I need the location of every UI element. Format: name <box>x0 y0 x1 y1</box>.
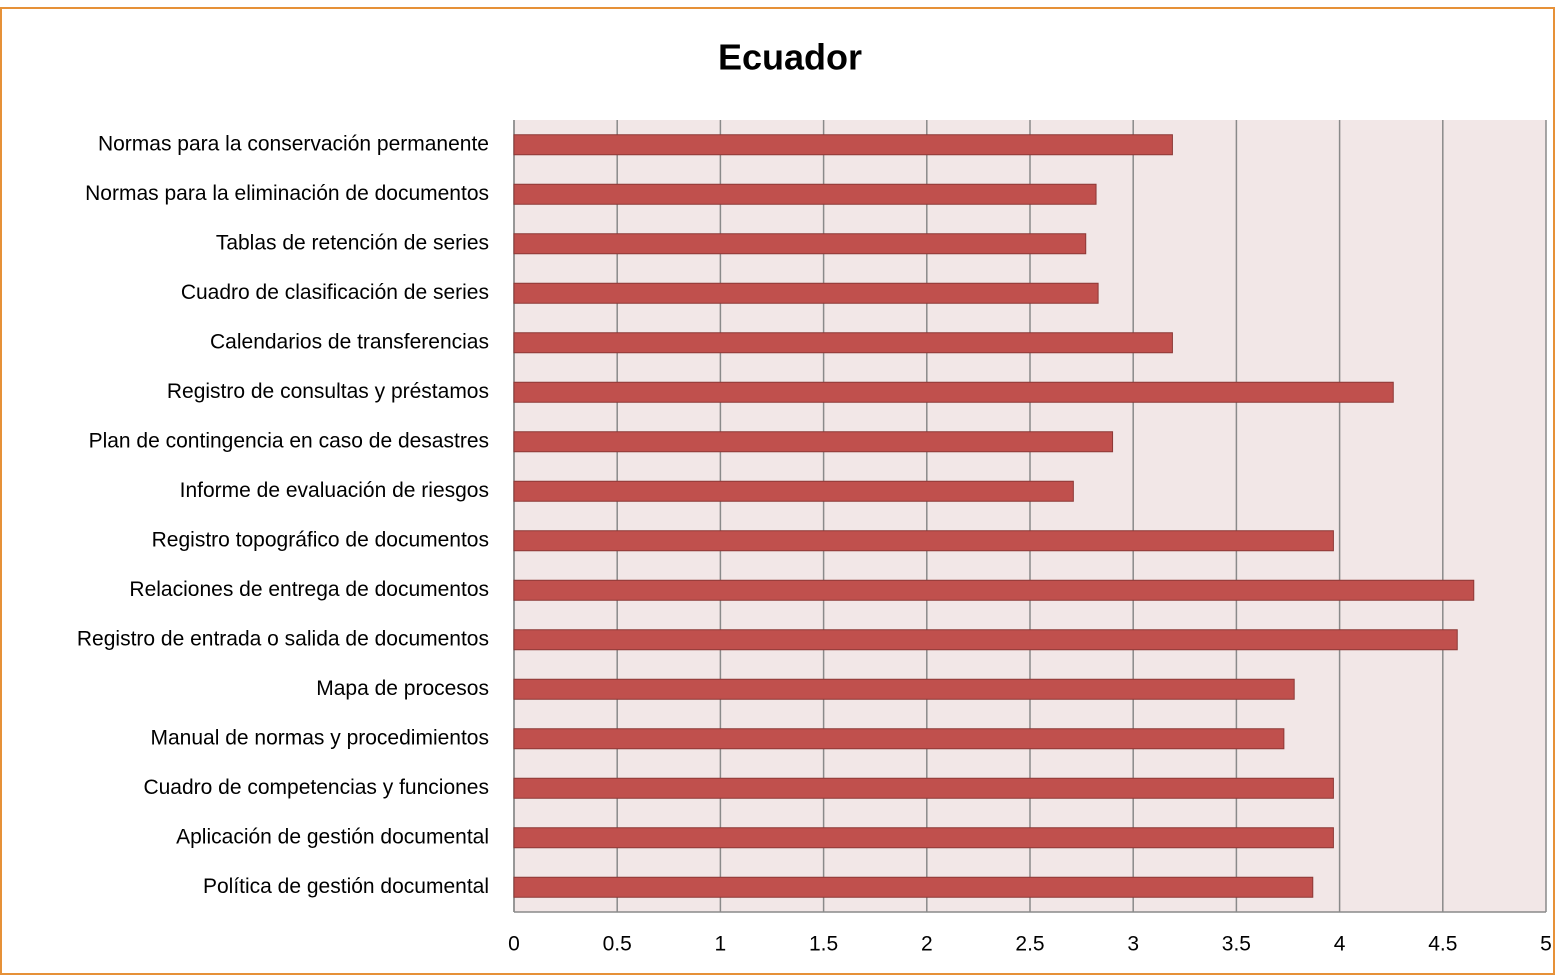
x-tick-label: 2.5 <box>1015 933 1044 956</box>
y-tick-label: Plan de contingencia en caso de desastre… <box>89 429 489 452</box>
bar <box>513 678 1295 700</box>
bar <box>513 183 1097 205</box>
y-tick-label: Cuadro de competencias y funciones <box>143 776 489 799</box>
x-tick-label: 3.5 <box>1222 933 1251 956</box>
y-tick-label: Registro de entrada o salida de document… <box>77 627 489 650</box>
bar <box>513 332 1173 354</box>
x-tick-label: 5 <box>1540 933 1552 956</box>
y-tick-label: Calendarios de transferencias <box>210 330 489 353</box>
bar <box>513 876 1314 898</box>
bar <box>513 579 1475 601</box>
bar <box>513 381 1394 403</box>
bar <box>513 282 1099 304</box>
y-tick-label: Normas para la eliminación de documentos <box>85 182 489 205</box>
y-tick-label: Cuadro de clasificación de series <box>181 281 489 304</box>
bar <box>513 134 1173 156</box>
y-tick-label: Registro de consultas y préstamos <box>167 380 489 403</box>
bar <box>513 629 1458 651</box>
x-tick-label: 0 <box>508 933 520 956</box>
bar <box>513 431 1114 453</box>
y-tick-label: Aplicación de gestión documental <box>176 825 489 848</box>
x-tick-label: 1 <box>715 933 727 956</box>
bar <box>513 777 1334 799</box>
bar <box>513 480 1074 502</box>
y-tick-label: Política de gestión documental <box>203 875 489 898</box>
x-tick-label: 2 <box>921 933 933 956</box>
y-tick-label: Informe de evaluación de riesgos <box>180 479 489 502</box>
x-tick-label: 3 <box>1127 933 1139 956</box>
y-tick-label: Registro topográfico de documentos <box>152 528 489 551</box>
x-tick-label: 1.5 <box>809 933 838 956</box>
chart-title: Ecuador <box>718 37 862 78</box>
bar <box>513 728 1285 750</box>
x-tick-label: 0.5 <box>603 933 632 956</box>
x-tick-label: 4.5 <box>1428 933 1457 956</box>
bar <box>513 530 1334 552</box>
bar <box>513 827 1334 849</box>
x-tick-label: 4 <box>1334 933 1346 956</box>
y-tick-label: Mapa de procesos <box>316 677 489 700</box>
y-tick-label: Normas para la conservación permanente <box>98 132 489 155</box>
y-tick-label: Manual de normas y procedimientos <box>150 726 489 749</box>
bar <box>513 233 1087 255</box>
y-tick-label: Tablas de retención de series <box>216 231 489 254</box>
y-tick-label: Relaciones de entrega de documentos <box>129 578 489 601</box>
